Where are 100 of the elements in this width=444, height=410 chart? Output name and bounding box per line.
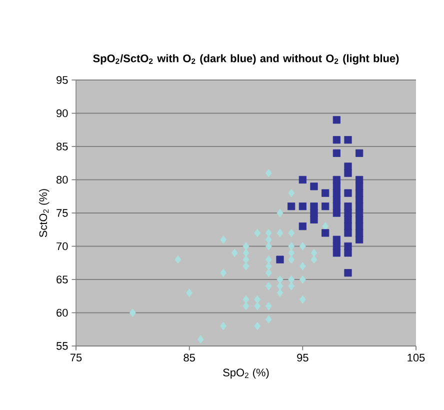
- point: [344, 169, 352, 177]
- x-tick-label: 95: [297, 354, 308, 362]
- point: [254, 228, 261, 238]
- point: [332, 189, 340, 197]
- point: [288, 242, 295, 250]
- chart-title: SpO$_{2}$/SctO$_{2}$ with O$_{2}$ (dark blue) and without O$_{2}$ (light blue): [93, 54, 399, 65]
- point: [356, 236, 364, 244]
- point: [332, 236, 340, 244]
- point: [265, 302, 272, 310]
- point: [265, 282, 272, 290]
- point: [242, 242, 250, 250]
- point: [322, 222, 329, 230]
- point: [298, 176, 306, 184]
- point: [220, 322, 227, 330]
- point: [310, 202, 318, 210]
- point: [288, 202, 296, 210]
- point: [129, 308, 136, 317]
- x-tick-label: 75: [70, 354, 82, 362]
- point: [276, 256, 284, 264]
- point: [299, 295, 306, 304]
- point: [344, 269, 352, 277]
- y-tick-label: 65: [56, 276, 68, 284]
- point: [356, 222, 364, 230]
- point: [310, 182, 318, 190]
- point: [322, 229, 330, 237]
- point: [276, 208, 284, 218]
- point: [265, 262, 272, 270]
- point: [242, 255, 250, 264]
- point: [344, 202, 352, 210]
- point: [276, 228, 284, 238]
- point: [356, 196, 364, 204]
- point: [344, 189, 352, 197]
- point: [220, 235, 227, 244]
- point: [332, 209, 340, 217]
- point: [265, 268, 272, 278]
- point: [310, 216, 318, 224]
- point: [242, 262, 250, 270]
- y-tick-label: 70: [56, 242, 68, 250]
- point: [356, 189, 364, 197]
- point: [288, 275, 295, 284]
- point: [298, 222, 306, 230]
- point: [265, 242, 272, 250]
- point: [254, 295, 261, 304]
- point: [299, 262, 306, 270]
- point: [298, 202, 306, 210]
- point: [356, 209, 364, 217]
- point: [276, 288, 284, 297]
- point: [356, 229, 364, 237]
- y-tick-label: 80: [56, 176, 68, 184]
- point: [332, 149, 340, 157]
- y-tick-label: 90: [56, 109, 68, 118]
- point: [322, 189, 330, 197]
- point: [310, 255, 318, 264]
- point: [231, 248, 238, 258]
- point: [356, 216, 364, 224]
- point: [242, 302, 250, 310]
- point: [356, 176, 364, 184]
- point: [344, 209, 352, 217]
- point: [344, 222, 352, 230]
- point: [288, 228, 295, 238]
- point: [299, 242, 306, 250]
- point: [310, 209, 318, 217]
- point: [186, 288, 193, 297]
- point: [322, 202, 330, 210]
- point: [344, 216, 352, 224]
- point: [288, 188, 295, 198]
- point: [356, 182, 364, 190]
- point: [242, 248, 250, 258]
- y-tick-label: 95: [56, 76, 68, 84]
- point: [332, 116, 340, 124]
- point: [332, 249, 340, 257]
- point: [265, 255, 272, 264]
- point: [344, 162, 352, 170]
- point: [265, 228, 272, 238]
- y-tick-label: 55: [56, 342, 68, 350]
- point: [356, 202, 364, 210]
- point: [265, 168, 272, 178]
- point: [299, 275, 306, 284]
- point: [344, 249, 352, 257]
- x-axis-title: SpO$_{2}$ (%): [223, 368, 269, 379]
- point: [288, 255, 295, 264]
- point: [310, 248, 318, 258]
- y-tick-label: 60: [56, 308, 68, 317]
- y-axis-title: SctO$_{2}$ (%): [39, 189, 50, 238]
- x-tick-label: 105: [408, 354, 425, 362]
- point: [265, 315, 272, 324]
- point: [344, 242, 352, 250]
- point: [332, 136, 340, 144]
- point: [220, 268, 227, 278]
- point: [344, 136, 352, 144]
- y-tick-label: 85: [56, 142, 68, 150]
- y-tick-label: 75: [56, 209, 68, 217]
- point: [242, 295, 250, 304]
- point: [254, 322, 261, 330]
- point: [197, 335, 204, 344]
- x-tick-label: 85: [184, 354, 195, 362]
- point: [344, 229, 352, 237]
- point: [276, 275, 284, 284]
- point: [356, 149, 364, 157]
- point: [174, 255, 182, 264]
